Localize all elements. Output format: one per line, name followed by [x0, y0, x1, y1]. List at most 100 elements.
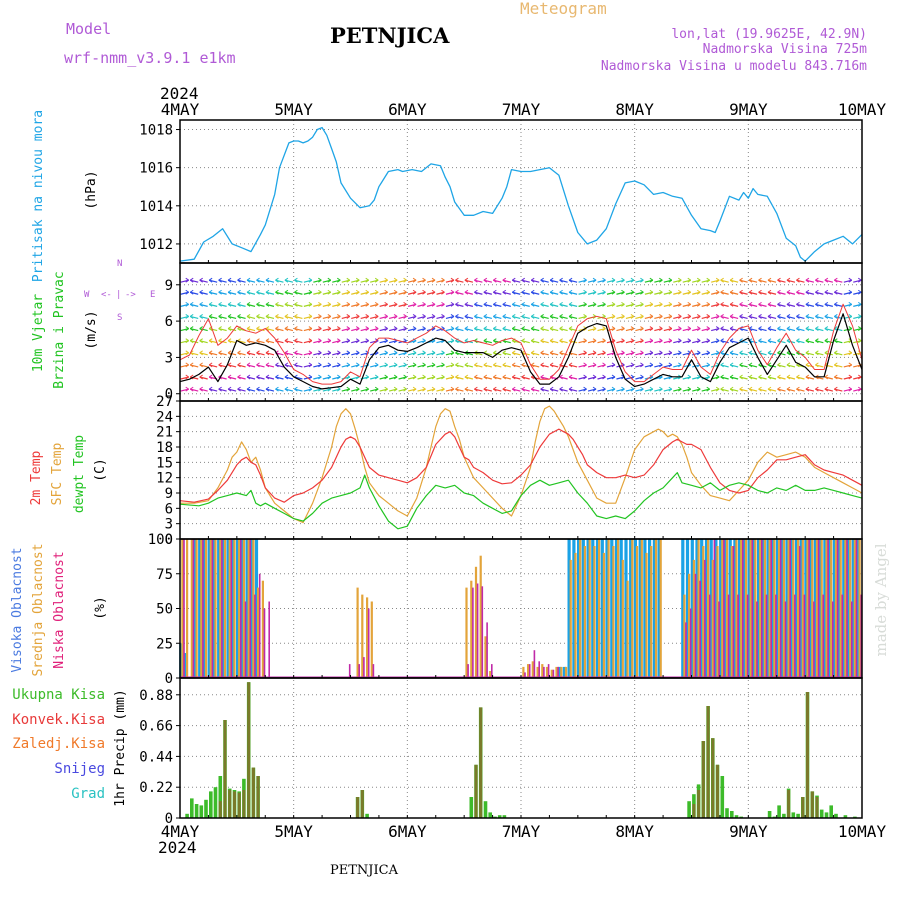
cloud-bar — [832, 539, 836, 678]
wind-arrow-head — [422, 362, 426, 368]
precip-bar — [787, 790, 791, 818]
cloud-bar — [183, 653, 188, 678]
wind-arrow-head — [441, 386, 445, 392]
cloud-bar — [799, 539, 803, 678]
wind-arrow-head — [227, 301, 232, 307]
wind-arrow-head — [431, 386, 436, 392]
cloud-bar — [263, 608, 266, 678]
cloud-panel — [179, 539, 862, 679]
cloud-bar — [361, 594, 364, 678]
wind-arrow-head — [815, 350, 819, 356]
wind-arrow-head — [540, 338, 544, 344]
wind-arrow-head — [441, 289, 445, 295]
y-tick-label-precip: 0.88 — [139, 688, 173, 704]
cloud-bar — [643, 539, 647, 678]
wind-arrow-head — [611, 277, 616, 283]
wind-arrow-head — [583, 301, 587, 307]
wind-arrow-head — [185, 338, 190, 344]
compass-right-arrow: -> — [125, 290, 136, 300]
cloud-bar — [761, 539, 763, 678]
model-elevation-label: Nadmorska Visina u modelu 843.716m — [601, 59, 867, 74]
x-tick-label-bottom: 10MAY — [838, 822, 887, 841]
wind-arrow-head — [786, 289, 791, 295]
wind-arrow-head — [640, 314, 644, 319]
wind-arrow-head — [412, 326, 417, 331]
wind-arrow-head — [256, 374, 260, 380]
wind-arrow-head — [857, 314, 862, 319]
wind-arrow-head — [450, 277, 455, 283]
wind-arrow-head — [227, 326, 232, 331]
wind-arrow-head — [374, 374, 379, 380]
precip-bar — [711, 738, 715, 818]
model-name: wrf-nmm_v3.9.1 e1km — [64, 49, 236, 67]
cloud-bar — [555, 666, 558, 678]
cloud-bar — [708, 594, 711, 678]
wind-arrow-head — [659, 301, 663, 307]
cloud-bar — [780, 539, 784, 678]
wind-arrow-head — [455, 326, 459, 331]
wind-arrow-head — [530, 338, 535, 344]
wind-arrow-head — [185, 289, 190, 295]
wind-arrow-head — [611, 301, 616, 307]
wind-arrow-head — [834, 289, 838, 295]
wind-arrow-head — [327, 350, 332, 356]
wind-arrow-head — [218, 277, 222, 283]
wind-arrow-head — [848, 350, 853, 356]
wind-arrow-head — [511, 362, 516, 368]
cloud-bar — [200, 539, 203, 678]
wind-arrow-head — [621, 289, 625, 295]
wind-arrow-head — [592, 289, 597, 295]
wind-arrow-head — [284, 301, 289, 307]
wind-arrow-head — [265, 362, 270, 368]
compass-left-arrow: <- — [101, 290, 112, 300]
wind-arrow-head — [256, 326, 260, 331]
cloud-bar — [648, 539, 652, 678]
wind-arrow-head — [621, 326, 625, 331]
wind-arrow-head — [530, 277, 535, 283]
wind-arrow-head — [474, 362, 478, 368]
cloud-bar — [198, 539, 202, 678]
wind-arrow-head — [265, 374, 270, 380]
wind-arrow-head — [668, 326, 673, 331]
cloud-bar — [858, 539, 861, 678]
wind-arrow-head — [592, 386, 597, 392]
cloud-bar — [489, 671, 492, 678]
x-tick-label-bottom: 7MAY — [502, 822, 541, 841]
wind-arrow-head — [668, 350, 673, 356]
wind-arrow-head — [431, 374, 436, 380]
cloud-bar — [855, 539, 858, 678]
wind-arrow-head — [786, 277, 791, 283]
wind-arrow-head — [559, 314, 563, 319]
wind-arrow-head — [256, 277, 260, 283]
wind-arrow-head — [621, 338, 625, 344]
wind-arrow-head — [621, 386, 625, 392]
wind-arrow-head — [611, 326, 616, 331]
wind-arrow-head — [511, 374, 516, 380]
wind-arrow-head — [384, 314, 388, 319]
cloud-bar — [470, 580, 473, 678]
wind-arrow-head — [748, 362, 753, 368]
wind-arrow-head — [403, 362, 407, 368]
wind-arrow-head — [568, 301, 573, 307]
wind-arrow-head — [549, 338, 554, 344]
wind-arrow-head — [393, 314, 398, 319]
wind-arrow-head — [777, 386, 781, 392]
wind-arrow-head — [805, 362, 810, 368]
wind-arrow-head — [327, 314, 332, 319]
cloud-bar — [837, 539, 841, 678]
wind-arrow-head — [365, 374, 369, 380]
precip-bar — [228, 790, 232, 818]
wind-arrow-head — [464, 314, 469, 319]
wind-arrow-head — [592, 350, 597, 356]
wind-arrow-head — [640, 338, 644, 344]
wind-arrow-head — [834, 386, 838, 392]
cloud-bar — [574, 552, 577, 678]
wind-arrow-head — [346, 301, 351, 307]
wind-arrow-head — [502, 301, 507, 307]
compass-west: W — [84, 290, 90, 300]
wind-arrow-head — [659, 314, 663, 319]
wind-arrow-head — [464, 386, 469, 392]
wind-arrow-head — [218, 289, 222, 295]
wind-arrow-head — [185, 301, 190, 307]
cloud-bar — [839, 539, 842, 678]
